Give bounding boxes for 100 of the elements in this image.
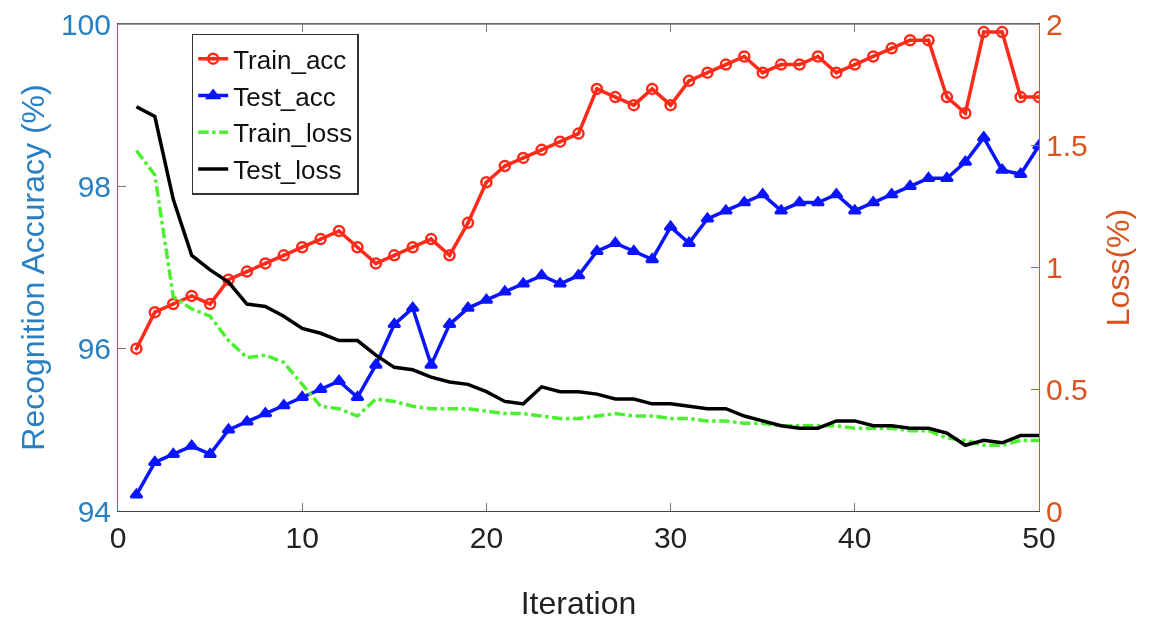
y2-tick-label: 2 — [1046, 7, 1063, 41]
point — [977, 25, 990, 39]
x-tick-label: 30 — [653, 521, 688, 554]
point — [718, 204, 733, 215]
point — [664, 98, 677, 112]
y2-tick-label: 0.5 — [1046, 372, 1088, 406]
point — [700, 212, 715, 223]
y-tick-label: 100 — [60, 7, 111, 41]
point — [609, 90, 622, 104]
point — [571, 269, 586, 280]
point — [387, 318, 402, 329]
point — [516, 277, 531, 288]
point — [866, 50, 880, 63]
point — [719, 58, 733, 71]
legend-label: Test_loss — [233, 155, 342, 186]
y2-tick-label: 1 — [1046, 251, 1063, 284]
point — [774, 58, 788, 71]
point — [369, 257, 383, 270]
point — [847, 204, 862, 215]
point — [793, 58, 806, 71]
x-tick-label: 40 — [838, 521, 872, 554]
point — [258, 407, 273, 418]
point — [221, 423, 236, 434]
y-tick-label: 98 — [77, 169, 111, 203]
point — [388, 249, 401, 262]
point — [460, 301, 475, 312]
point — [756, 66, 769, 79]
point — [148, 305, 162, 319]
point — [406, 240, 419, 254]
point — [939, 171, 954, 182]
point — [738, 50, 751, 63]
point — [184, 439, 199, 450]
point — [995, 163, 1010, 174]
point — [737, 196, 752, 207]
point — [829, 188, 844, 199]
point — [295, 391, 310, 402]
point — [903, 33, 917, 47]
point — [682, 74, 696, 88]
point — [147, 456, 162, 467]
point — [792, 196, 807, 207]
point — [259, 257, 272, 270]
y-tick-label: 94 — [77, 494, 111, 528]
point — [921, 171, 936, 182]
point — [589, 245, 604, 256]
point — [958, 155, 973, 166]
point — [995, 25, 1009, 39]
point — [645, 82, 659, 96]
point — [534, 269, 549, 280]
point — [830, 66, 843, 79]
point — [516, 151, 530, 165]
point — [572, 127, 585, 140]
point — [203, 297, 217, 311]
point — [626, 245, 641, 256]
point — [976, 131, 991, 142]
point — [497, 285, 512, 296]
point — [885, 42, 898, 55]
point — [277, 249, 291, 262]
point — [940, 90, 954, 104]
point — [774, 204, 789, 215]
point — [351, 240, 364, 254]
point — [443, 249, 456, 262]
point — [314, 232, 327, 246]
point — [590, 82, 604, 96]
point — [903, 180, 918, 191]
point — [811, 50, 825, 63]
point — [884, 188, 899, 199]
y-axis-title: Recognition Accuracy (%) — [15, 84, 51, 451]
legend-label: Train_acc — [233, 44, 347, 75]
point — [553, 135, 567, 148]
point — [276, 399, 291, 410]
y-tick-label: 96 — [77, 332, 111, 366]
point — [332, 224, 346, 238]
point — [959, 107, 972, 120]
point — [295, 240, 309, 254]
point — [424, 232, 438, 246]
point — [480, 176, 493, 189]
x-tick-label: 20 — [469, 521, 504, 554]
point — [755, 188, 770, 199]
point — [608, 236, 623, 247]
point — [167, 297, 180, 311]
point — [1014, 90, 1027, 104]
point — [405, 301, 420, 312]
point — [1013, 167, 1028, 178]
x-tick-label: 0 — [109, 521, 127, 554]
point — [682, 236, 697, 247]
point — [240, 265, 254, 278]
y2-axis-title: Loss(%) — [1100, 208, 1136, 327]
legend-label: Test_acc — [233, 81, 336, 112]
x-tick-label: 10 — [285, 521, 319, 554]
point — [810, 196, 825, 207]
point — [130, 342, 143, 355]
point — [129, 488, 144, 499]
point — [645, 253, 660, 264]
point — [424, 358, 439, 369]
point — [461, 216, 475, 230]
y2-tick-label: 1.5 — [1046, 129, 1088, 163]
point — [922, 33, 935, 47]
point — [627, 98, 641, 112]
legend-label: Train_loss — [233, 118, 353, 149]
point — [663, 220, 678, 231]
